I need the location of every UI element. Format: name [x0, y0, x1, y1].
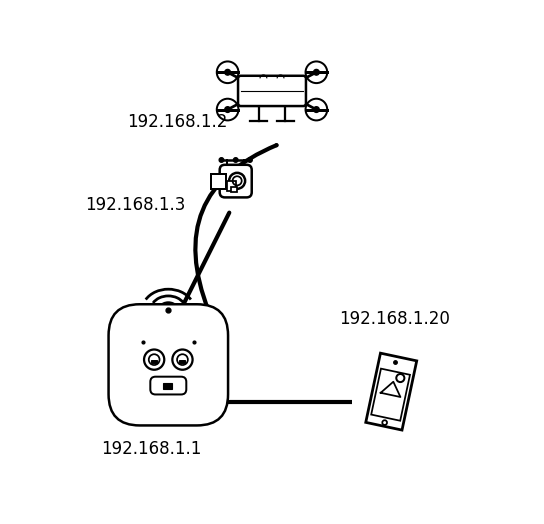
FancyBboxPatch shape: [231, 187, 237, 192]
Circle shape: [225, 107, 231, 113]
FancyBboxPatch shape: [238, 76, 306, 106]
Circle shape: [248, 158, 252, 162]
FancyBboxPatch shape: [163, 383, 172, 389]
Circle shape: [313, 69, 319, 75]
Polygon shape: [371, 368, 410, 421]
Circle shape: [313, 107, 319, 113]
FancyBboxPatch shape: [150, 377, 186, 395]
Circle shape: [225, 69, 231, 75]
Text: 192.168.1.20: 192.168.1.20: [339, 310, 450, 328]
FancyArrowPatch shape: [195, 145, 276, 311]
Text: 192.168.1.3: 192.168.1.3: [85, 196, 186, 214]
FancyBboxPatch shape: [220, 165, 252, 198]
Polygon shape: [366, 353, 417, 430]
Text: 192.168.1.1: 192.168.1.1: [101, 440, 201, 458]
Circle shape: [219, 158, 224, 162]
Circle shape: [233, 158, 238, 162]
FancyBboxPatch shape: [212, 174, 226, 189]
FancyBboxPatch shape: [180, 360, 186, 363]
Text: 192.168.1.2: 192.168.1.2: [127, 113, 227, 131]
FancyBboxPatch shape: [109, 304, 228, 425]
FancyBboxPatch shape: [151, 360, 157, 363]
FancyBboxPatch shape: [227, 181, 236, 191]
